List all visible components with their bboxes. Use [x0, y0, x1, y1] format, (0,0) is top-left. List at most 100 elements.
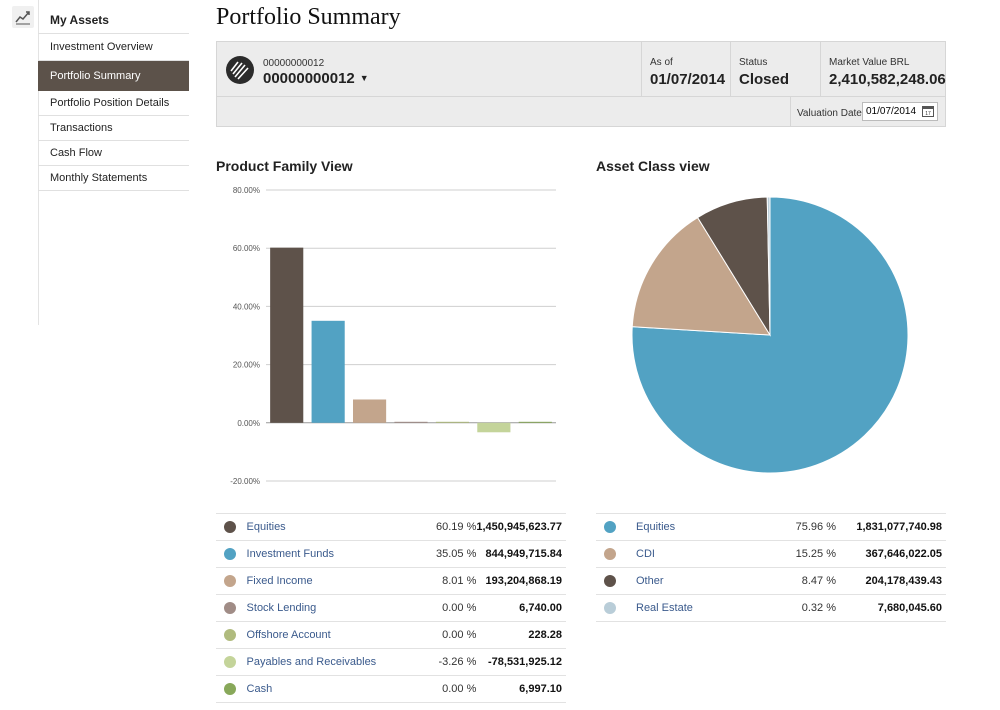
legend-item-percent: 60.19 %	[387, 513, 477, 541]
bar-offshore-account[interactable]	[435, 421, 469, 423]
legend-item-value: -78,531,925.12	[476, 648, 566, 676]
valuation-date-label: Valuation Date	[797, 108, 862, 119]
legend-item-percent: 35.05 %	[387, 540, 477, 568]
market-value-label: Market Value BRL	[829, 57, 910, 68]
legend-item-name[interactable]: Fixed Income	[246, 567, 388, 595]
legend-swatch	[224, 521, 236, 534]
market-value: 2,410,582,248.06	[829, 71, 946, 88]
legend-item-value: 6,997.10	[476, 675, 566, 703]
legend-item-percent: 15.25 %	[764, 540, 836, 568]
legend-row: Investment Funds 35.05 % 844,949,715.84	[216, 540, 566, 568]
sidebar-item-portfolio-summary[interactable]: Portfolio Summary	[38, 61, 189, 91]
product-family-title: Product Family View	[216, 158, 353, 174]
legend-swatch	[604, 602, 616, 615]
y-tick-label: 40.00%	[233, 302, 260, 311]
account-header: 00000000012 00000000012 ▼ As of 01/07/201…	[216, 41, 946, 97]
legend-item-name[interactable]: Stock Lending	[246, 594, 388, 622]
legend-item-value: 1,450,945,623.77	[476, 513, 566, 541]
legend-swatch	[224, 629, 236, 642]
valuation-bar: Valuation Date 17	[216, 97, 946, 127]
legend-swatch	[604, 548, 616, 561]
legend-item-name[interactable]: Investment Funds	[246, 540, 388, 568]
legend-item-percent: 0.32 %	[764, 594, 836, 622]
y-tick-label: 0.00%	[237, 419, 260, 428]
legend-item-value: 228.28	[476, 621, 566, 649]
pie-slice-equities[interactable]	[631, 196, 909, 474]
account-selector[interactable]: 00000000012 ▼	[263, 70, 369, 87]
product-family-bar-chart: 80.00% 60.00% 40.00% 20.00% 0.00% -20.00%	[230, 186, 556, 486]
legend-swatch	[224, 656, 236, 669]
account-number: 00000000012	[263, 70, 355, 87]
sidebar-item-monthly-statements[interactable]: Monthly Statements	[38, 166, 189, 191]
legend-item-name[interactable]: Real Estate	[636, 594, 764, 622]
bar-fixed-income[interactable]	[353, 399, 387, 423]
legend-item-name[interactable]: Equities	[636, 513, 764, 541]
legend-swatch	[604, 575, 616, 588]
legend-row: Stock Lending 0.00 % 6,740.00	[216, 594, 566, 622]
sidebar-heading[interactable]: My Assets	[38, 6, 189, 34]
valuation-date-input[interactable]	[862, 102, 938, 121]
pie-slice-cdi[interactable]	[631, 216, 771, 336]
as-of-block: As of 01/07/2014	[641, 42, 730, 96]
legend-row: Equities 75.96 % 1,831,077,740.98	[596, 513, 946, 541]
as-of-value: 01/07/2014	[650, 71, 726, 88]
sidebar-item-portfolio-position-details[interactable]: Portfolio Position Details	[38, 91, 189, 116]
legend-item-percent: -3.26 %	[387, 648, 477, 676]
account-number-label: 00000000012	[263, 58, 325, 69]
status-block: Status Closed	[730, 42, 820, 96]
y-tick-label: -20.00%	[230, 477, 260, 486]
y-tick-label: 80.00%	[233, 186, 260, 195]
legend-row: Equities 60.19 % 1,450,945,623.77	[216, 513, 566, 541]
legend-item-name[interactable]: CDI	[636, 540, 764, 568]
pie-slice-real-estate[interactable]	[766, 196, 771, 336]
legend-row: Payables and Receivables -3.26 % -78,531,9…	[216, 648, 566, 676]
legend-row: Offshore Account 0.00 % 228.28	[216, 621, 566, 649]
legend-item-name[interactable]: Cash	[246, 675, 388, 703]
legend-row: Cash 0.00 % 6,997.10	[216, 675, 566, 703]
asset-class-pie-chart	[631, 196, 909, 474]
legend-swatch	[224, 575, 236, 588]
legend-item-value: 1,831,077,740.98	[836, 513, 946, 541]
as-of-label: As of	[650, 57, 673, 68]
sidebar-item-transactions[interactable]: Transactions	[38, 116, 189, 141]
legend-item-percent: 0.00 %	[387, 594, 477, 622]
legend-swatch	[604, 521, 616, 534]
sidebar-item-cash-flow[interactable]: Cash Flow	[38, 141, 189, 166]
status-value: Closed	[739, 71, 790, 88]
bar-payables-and-receivables[interactable]	[477, 422, 511, 433]
product-family-legend-table: Equities 60.19 % 1,450,945,623.77 Investmen…	[216, 513, 566, 703]
y-tick-label: 60.00%	[233, 244, 260, 253]
legend-item-value: 844,949,715.84	[476, 540, 566, 568]
legend-row: Other 8.47 % 204,178,439.43	[596, 567, 946, 595]
market-value-block: Market Value BRL 2,410,582,248.06	[820, 42, 946, 96]
legend-item-name[interactable]: Payables and Receivables	[246, 648, 388, 676]
legend-row: CDI 15.25 % 367,646,022.05	[596, 540, 946, 568]
bar-equities[interactable]	[270, 247, 304, 423]
left-rail	[0, 0, 39, 325]
legend-item-value: 367,646,022.05	[836, 540, 946, 568]
legend-swatch	[224, 602, 236, 615]
bar-stock-lending[interactable]	[394, 421, 428, 423]
legend-item-name[interactable]: Offshore Account	[246, 621, 388, 649]
legend-item-percent: 75.96 %	[764, 513, 836, 541]
chevron-down-icon[interactable]: ▼	[359, 73, 369, 83]
legend-item-percent: 8.47 %	[764, 567, 836, 595]
legend-item-value: 7,680,045.60	[836, 594, 946, 622]
legend-item-name[interactable]: Other	[636, 567, 764, 595]
calendar-icon[interactable]: 17	[922, 105, 934, 117]
asset-class-legend-table: Equities 75.96 % 1,831,077,740.98 CDI 15.25 …	[596, 513, 946, 622]
legend-item-value: 6,740.00	[476, 594, 566, 622]
legend-item-value: 204,178,439.43	[836, 567, 946, 595]
chart-icon[interactable]	[12, 6, 34, 28]
page-title: Portfolio Summary	[216, 4, 401, 30]
account-logo-icon	[226, 56, 254, 84]
bar-cash[interactable]	[518, 421, 552, 423]
bar-investment-funds[interactable]	[311, 320, 345, 423]
legend-item-value: 193,204,868.19	[476, 567, 566, 595]
status-label: Status	[739, 57, 768, 68]
legend-row: Fixed Income 8.01 % 193,204,868.19	[216, 567, 566, 595]
sidebar-item-investment-overview[interactable]: Investment Overview	[38, 34, 189, 61]
legend-item-name[interactable]: Equities	[246, 513, 388, 541]
legend-item-percent: 8.01 %	[387, 567, 477, 595]
legend-swatch	[224, 548, 236, 561]
